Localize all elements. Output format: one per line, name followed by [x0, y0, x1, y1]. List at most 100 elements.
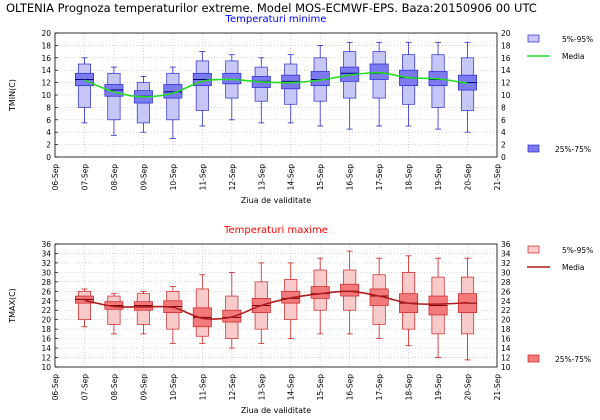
tmax-legend-swatch-25-75 [527, 354, 540, 363]
tmin-xtick-label: 17-Sep [375, 164, 384, 191]
tmin-legend-swatch-5-95 [527, 34, 540, 43]
tmin-xtick-label: 12-Sep [228, 164, 237, 191]
tmax-ytick-left: 30 [41, 268, 51, 277]
tmax-xtick-label: 14-Sep [287, 374, 296, 401]
tmin-ytick-left: 18 [41, 41, 51, 50]
tmin-legend-label-mean: Media [562, 52, 585, 61]
tmax-legend-label-mean: Media [562, 263, 585, 272]
tmax-ytick-left: 26 [41, 287, 51, 296]
tmin-box-25-75 [369, 63, 389, 80]
tmin-xtick-label: 19-Sep [434, 164, 443, 191]
tmin-ytick-right: 14 [501, 66, 511, 75]
tmax-ytick-left: 10 [41, 363, 51, 372]
tmin-ytick-right: 16 [501, 54, 511, 63]
tmax-ytick-right: 10 [501, 363, 511, 372]
tmax-ytick-left: 14 [41, 344, 51, 353]
tmin-ytick-left: 20 [41, 29, 51, 38]
tmin-ytick-right: 20 [501, 29, 511, 38]
tmin-ytick-left: 16 [41, 54, 51, 63]
tmax-xtick-label: 18-Sep [405, 374, 414, 401]
tmin-xtick-label: 14-Sep [287, 164, 296, 191]
tmin-x-axis-label: Ziua de validitate [241, 196, 311, 205]
tmin-chart-title: Temperaturi minime [225, 14, 327, 25]
tmax-ytick-right: 20 [501, 316, 511, 325]
tmax-legend-label-5-95: 5%-95% [562, 246, 593, 255]
tmin-y-axis-label: TMIN(C) [8, 79, 17, 112]
tmax-box-5-95 [77, 290, 92, 321]
tmin-ytick-right: 0 [501, 153, 506, 162]
tmax-xtick-label: 17-Sep [375, 374, 384, 401]
tmax-ytick-right: 30 [501, 268, 511, 277]
tmax-ytick-right: 36 [501, 240, 511, 249]
tmax-xtick-label: 20-Sep [464, 374, 473, 401]
tmin-legend-swatch-25-75 [527, 144, 540, 153]
tmax-ytick-left: 12 [41, 354, 51, 363]
tmax-box-25-75 [369, 288, 389, 306]
tmax-box-5-95 [107, 295, 121, 325]
tmax-chart-title: Temperaturi maxime [223, 225, 328, 236]
tmax-xtick-label: 16-Sep [346, 374, 355, 401]
tmax-ytick-right: 16 [501, 335, 511, 344]
tmax-ytick-right: 22 [501, 306, 511, 315]
tmin-ytick-left: 14 [41, 66, 51, 75]
tmax-ytick-right: 34 [501, 249, 511, 258]
tmin-box-25-75 [222, 72, 242, 85]
tmax-y-axis-label: TMAX(C) [8, 288, 17, 324]
tmax-xtick-label: 08-Sep [110, 374, 119, 401]
tmin-ytick-right: 12 [501, 79, 511, 88]
tmax-xtick-label: 12-Sep [228, 374, 237, 401]
tmin-xtick-label: 10-Sep [169, 164, 178, 191]
tmin-ytick-right: 4 [501, 128, 506, 137]
tmin-legend-label-5-95: 5%-95% [562, 35, 593, 44]
tmax-xtick-label: 09-Sep [139, 374, 148, 401]
tmin-ytick-right: 10 [501, 91, 511, 100]
tmin-legend-label-25-75: 25%-75% [555, 145, 591, 154]
tmax-ytick-right: 28 [501, 278, 511, 287]
tmin-ytick-left: 10 [41, 91, 51, 100]
tmax-ytick-left: 22 [41, 306, 51, 315]
tmax-ytick-left: 18 [41, 325, 51, 334]
tmin-ytick-left: 6 [46, 116, 51, 125]
tmax-x-axis-label: Ziua de validitate [241, 406, 311, 415]
tmax-ytick-left: 20 [41, 316, 51, 325]
tmin-ytick-left: 8 [46, 103, 51, 112]
tmin-xtick-label: 13-Sep [257, 164, 266, 191]
tmin-ytick-right: 18 [501, 41, 511, 50]
tmax-ytick-right: 26 [501, 287, 511, 296]
tmax-legend-swatch-5-95 [527, 245, 540, 254]
tmax-xtick-label: 11-Sep [198, 374, 207, 401]
tmax-ytick-right: 24 [501, 297, 511, 306]
tmax-xtick-label: 19-Sep [434, 374, 443, 401]
tmin-ytick-right: 8 [501, 103, 506, 112]
tmin-xtick-label: 16-Sep [346, 164, 355, 191]
tmin-ytick-left: 12 [41, 79, 51, 88]
tmax-ytick-right: 32 [501, 259, 511, 268]
tmin-xtick-label: 11-Sep [198, 164, 207, 191]
tmin-mean-line [84, 71, 468, 98]
tmin-xtick-label: 15-Sep [316, 164, 325, 191]
tmax-xtick-label: 06-Sep [51, 374, 60, 401]
page-title: OLTENIA Prognoza temperaturilor extreme.… [6, 1, 537, 15]
tmin-xtick-label: 09-Sep [139, 164, 148, 191]
tmin-xtick-label: 18-Sep [405, 164, 414, 191]
tmax-ytick-left: 16 [41, 335, 51, 344]
tmax-ytick-left: 32 [41, 259, 51, 268]
tmin-ytick-left: 4 [46, 128, 51, 137]
tmax-box-25-75 [340, 283, 360, 297]
tmax-xtick-label: 10-Sep [169, 374, 178, 401]
tmin-ytick-left: 0 [46, 153, 51, 162]
tmax-ytick-left: 28 [41, 278, 51, 287]
tmin-ytick-right: 2 [501, 141, 506, 150]
tmax-ytick-right: 14 [501, 344, 511, 353]
tmax-ytick-right: 18 [501, 325, 511, 334]
tmax-ytick-left: 34 [41, 249, 51, 258]
tmax-ytick-right: 12 [501, 354, 511, 363]
tmin-xtick-label: 08-Sep [110, 164, 119, 191]
tmax-xtick-label: 07-Sep [80, 374, 89, 401]
tmax-ytick-left: 24 [41, 297, 51, 306]
tmax-xtick-label: 21-Sep [493, 374, 502, 401]
tmax-xtick-label: 13-Sep [257, 374, 266, 401]
tmin-xtick-label: 20-Sep [464, 164, 473, 191]
tmin-xtick-label: 06-Sep [51, 164, 60, 191]
